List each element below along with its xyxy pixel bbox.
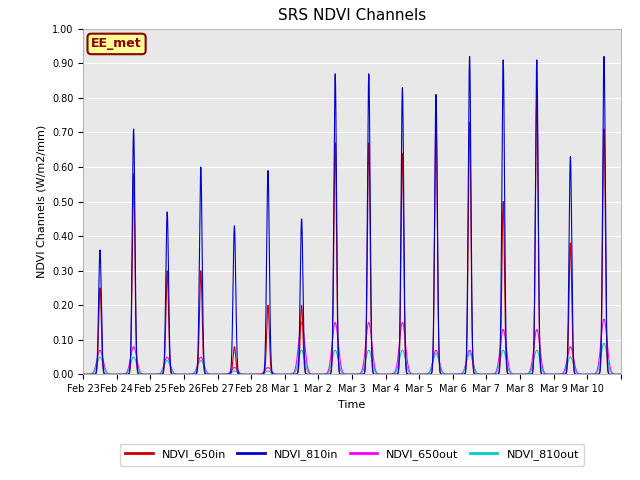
- NDVI_810in: [274, 372, 282, 377]
- NDVI_650in: [507, 372, 515, 377]
- NDVI_810out: [617, 372, 625, 377]
- NDVI_810out: [397, 348, 405, 354]
- NDVI_810out: [507, 370, 515, 376]
- NDVI_650out: [507, 369, 515, 375]
- NDVI_810in: [421, 372, 429, 377]
- NDVI_810in: [600, 54, 608, 60]
- NDVI_810in: [397, 167, 405, 172]
- NDVI_650out: [106, 372, 114, 377]
- Line: NDVI_650in: NDVI_650in: [83, 95, 621, 374]
- Title: SRS NDVI Channels: SRS NDVI Channels: [278, 9, 426, 24]
- NDVI_650in: [274, 372, 282, 377]
- NDVI_650out: [79, 372, 87, 377]
- NDVI_810out: [106, 372, 114, 377]
- NDVI_810in: [617, 372, 625, 377]
- NDVI_650out: [274, 372, 282, 377]
- NDVI_810in: [79, 372, 87, 377]
- NDVI_810in: [478, 372, 486, 377]
- X-axis label: Time: Time: [339, 400, 365, 409]
- NDVI_650out: [617, 372, 625, 377]
- NDVI_650in: [79, 372, 87, 377]
- Line: NDVI_810in: NDVI_810in: [83, 57, 621, 374]
- NDVI_810out: [600, 340, 608, 346]
- Line: NDVI_650out: NDVI_650out: [83, 319, 621, 374]
- NDVI_650out: [421, 372, 429, 377]
- NDVI_650in: [478, 372, 486, 377]
- NDVI_810out: [274, 372, 282, 377]
- NDVI_650in: [533, 92, 541, 97]
- Y-axis label: NDVI Channels (W/m2/mm): NDVI Channels (W/m2/mm): [36, 125, 47, 278]
- NDVI_810out: [421, 372, 429, 377]
- NDVI_650in: [397, 214, 405, 219]
- NDVI_650in: [421, 372, 429, 377]
- NDVI_650out: [478, 372, 486, 377]
- NDVI_650in: [106, 372, 114, 377]
- NDVI_650out: [397, 323, 405, 328]
- NDVI_650in: [617, 372, 625, 377]
- Legend: NDVI_650in, NDVI_810in, NDVI_650out, NDVI_810out: NDVI_650in, NDVI_810in, NDVI_650out, NDV…: [120, 444, 584, 466]
- NDVI_810out: [478, 372, 486, 377]
- NDVI_810in: [106, 372, 114, 377]
- Text: EE_met: EE_met: [92, 37, 142, 50]
- NDVI_810out: [79, 372, 87, 377]
- NDVI_650out: [600, 316, 608, 322]
- NDVI_650out: [248, 372, 255, 377]
- Line: NDVI_810out: NDVI_810out: [83, 343, 621, 374]
- NDVI_810in: [507, 372, 515, 377]
- NDVI_810out: [248, 372, 255, 377]
